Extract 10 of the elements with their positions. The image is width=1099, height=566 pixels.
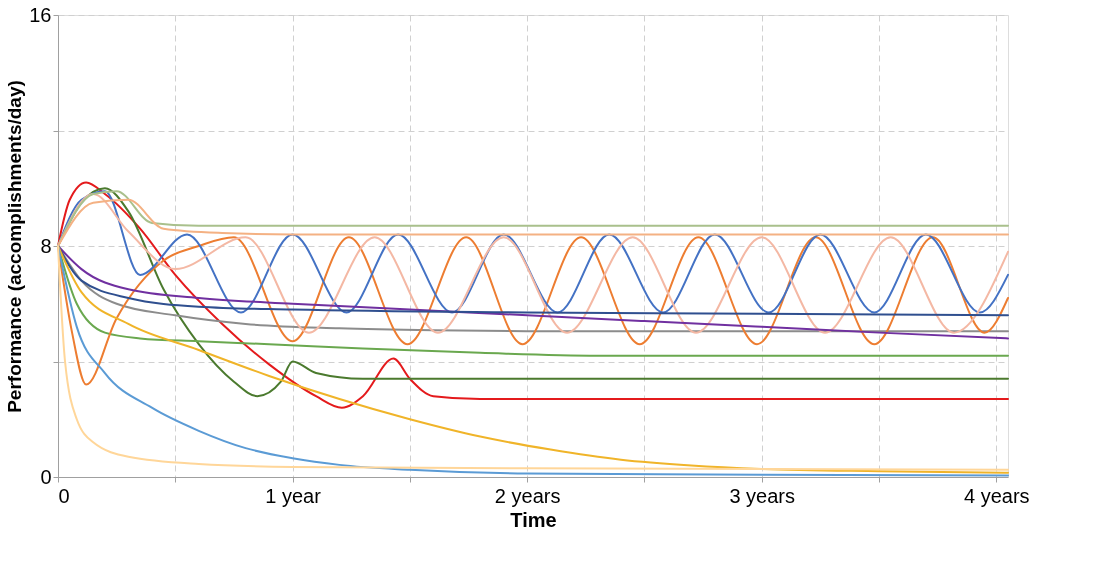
x-tick-label: 4 years — [963, 484, 1030, 507]
y-tick-label: 8 — [40, 234, 52, 257]
y-tick-label: 16 — [29, 3, 52, 26]
y-tick-label: 0 — [40, 465, 52, 488]
x-tick-label: 0 — [58, 484, 70, 507]
x-tick-label: 3 years — [729, 484, 795, 507]
x-tick-label: 2 years — [494, 484, 561, 507]
x-axis-title: Time — [510, 508, 557, 531]
y-axis-title: Performance (accomplishments/day) — [4, 80, 26, 413]
x-tick-label: 1 year — [265, 484, 322, 507]
